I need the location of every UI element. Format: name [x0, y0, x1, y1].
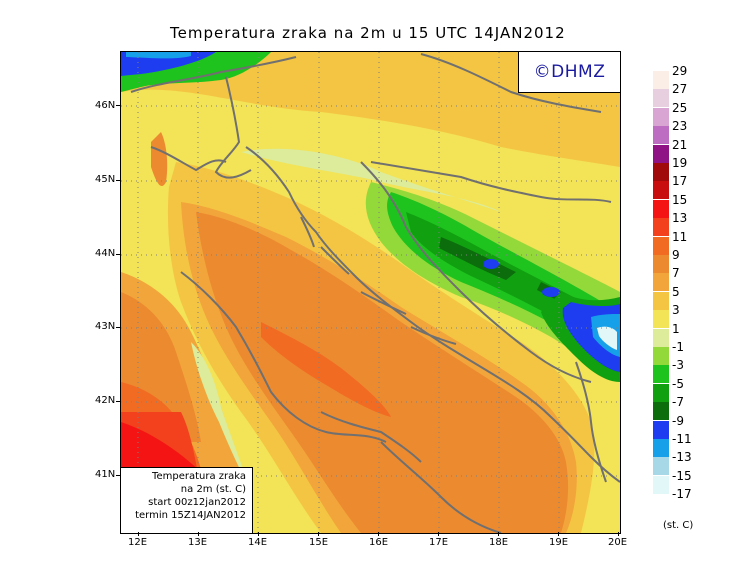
legend-swatch	[653, 439, 669, 457]
legend-swatch	[653, 273, 669, 292]
legend-swatch	[653, 181, 669, 200]
legend-swatch	[653, 126, 669, 145]
legend-label: -9	[672, 413, 684, 428]
field-alps-blue	[121, 52, 216, 76]
lon-label-14: 14E	[248, 537, 268, 548]
legend-swatch	[653, 291, 669, 310]
legend-swatch	[653, 236, 669, 255]
coastlines	[121, 53, 620, 533]
legend-label: 17	[672, 174, 688, 189]
legend-label: 27	[672, 82, 688, 97]
field-9-sea	[196, 212, 569, 533]
legend-swatch	[653, 383, 669, 402]
legend-swatch	[653, 457, 669, 476]
legend-label: -3	[672, 358, 684, 373]
lon-label-16: 16E	[369, 537, 389, 548]
legend-label: -11	[672, 432, 692, 446]
lat-lon-grid	[121, 52, 620, 533]
legend-label: -13	[672, 450, 692, 465]
field-minus15	[597, 326, 617, 350]
field-1-italy	[191, 342, 251, 492]
field-alps-lightblue	[126, 52, 191, 59]
legend-label: 11	[672, 229, 688, 244]
legend-label: -17	[672, 487, 692, 502]
legend-swatch	[653, 163, 669, 181]
forecast-info-box: Temperatura zraka na 2m (st. C) start 00…	[121, 467, 253, 533]
legend-swatch	[653, 89, 669, 108]
lat-label-44: 44N	[95, 248, 116, 259]
lat-label-46: 46N	[95, 100, 116, 111]
legend-label: 15	[672, 192, 688, 207]
legend-label: 29	[672, 64, 688, 78]
legend-label: 25	[672, 100, 688, 115]
legend-label: 1	[672, 321, 680, 336]
legend-swatch	[653, 402, 669, 421]
lat-label-41: 41N	[95, 469, 116, 480]
legend-label: 9	[672, 248, 680, 262]
map-title: Temperatura zraka na 2m u 15 UTC 14JAN20…	[170, 24, 566, 42]
field-5-north	[121, 52, 620, 167]
lon-label-18: 18E	[489, 537, 509, 548]
legend-swatch	[653, 494, 669, 513]
lon-label-12: 12E	[128, 537, 148, 548]
dhmz-logo-badge: ©DHMZ	[518, 52, 620, 93]
lon-label-13: 13E	[188, 537, 208, 548]
legend-swatch	[653, 310, 669, 329]
field-11-pocket	[261, 322, 391, 417]
legend-swatch	[653, 71, 669, 89]
lon-label-20: 20E	[608, 537, 628, 548]
lon-label-15: 15E	[309, 537, 329, 548]
legend-label: 5	[672, 284, 680, 299]
legend-label: 23	[672, 119, 688, 134]
info-line-4: termin 15Z14JAN2012	[135, 510, 246, 521]
legend-swatch	[653, 255, 669, 273]
legend-swatch	[653, 365, 669, 384]
legend-label: 13	[672, 211, 688, 226]
legend-swatch	[653, 347, 669, 365]
lon-label-17: 17E	[429, 537, 449, 548]
legend-label: 21	[672, 137, 688, 152]
info-line-2: na 2m (st. C)	[180, 484, 246, 495]
map-canvas	[121, 52, 620, 533]
legend-swatch	[653, 199, 669, 218]
legend-swatch	[653, 475, 669, 494]
legend-label: -1	[672, 340, 684, 354]
lat-label-45: 45N	[95, 174, 116, 185]
legend-label: 7	[672, 266, 680, 281]
legend-unit: (st. C)	[663, 520, 694, 531]
legend-swatch	[653, 144, 669, 163]
legend-label: -7	[672, 395, 684, 410]
legend-swatch	[653, 328, 669, 347]
legend-label: 3	[672, 303, 680, 318]
legend-label: 19	[672, 156, 688, 170]
lat-label-42: 42N	[95, 395, 116, 406]
islands	[300, 216, 457, 345]
temperature-map: ©DHMZ Temperatura zraka na 2m (st. C) st…	[120, 51, 621, 534]
field-1-band	[241, 148, 501, 212]
info-line-3: start 00z12jan2012	[148, 497, 246, 508]
lon-label-19: 19E	[549, 537, 569, 548]
legend-label: -15	[672, 468, 692, 483]
lat-label-43: 43N	[95, 321, 116, 332]
legend-swatch	[653, 420, 669, 439]
legend-label: -5	[672, 376, 684, 391]
legend-swatch	[653, 218, 669, 237]
legend-swatch	[653, 107, 669, 126]
info-line-1: Temperatura zraka	[152, 471, 246, 482]
